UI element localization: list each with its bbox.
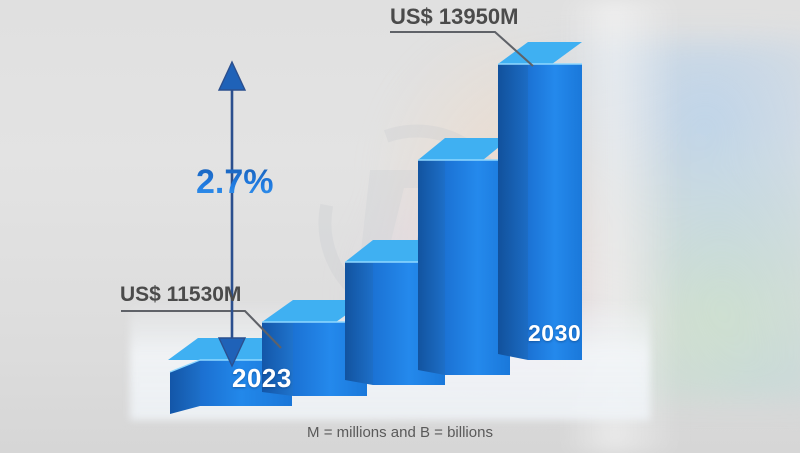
chart-footnote: M = millions and B = billions [307, 424, 493, 441]
bar-label-2030: 2030 [528, 320, 582, 346]
growth-arrow-icon [217, 60, 247, 368]
callout-value-2030: US$ 13950M [390, 4, 519, 29]
bar-4[interactable] [418, 138, 510, 378]
callout-value-2023: US$ 11530M [120, 283, 242, 306]
leader-line-top [390, 30, 534, 67]
growth-rate-label: 2.7% [196, 163, 274, 201]
leader-line-bottom [121, 309, 282, 349]
bar-2030[interactable] [498, 42, 582, 364]
bar-label-2023: 2023 [232, 363, 292, 393]
